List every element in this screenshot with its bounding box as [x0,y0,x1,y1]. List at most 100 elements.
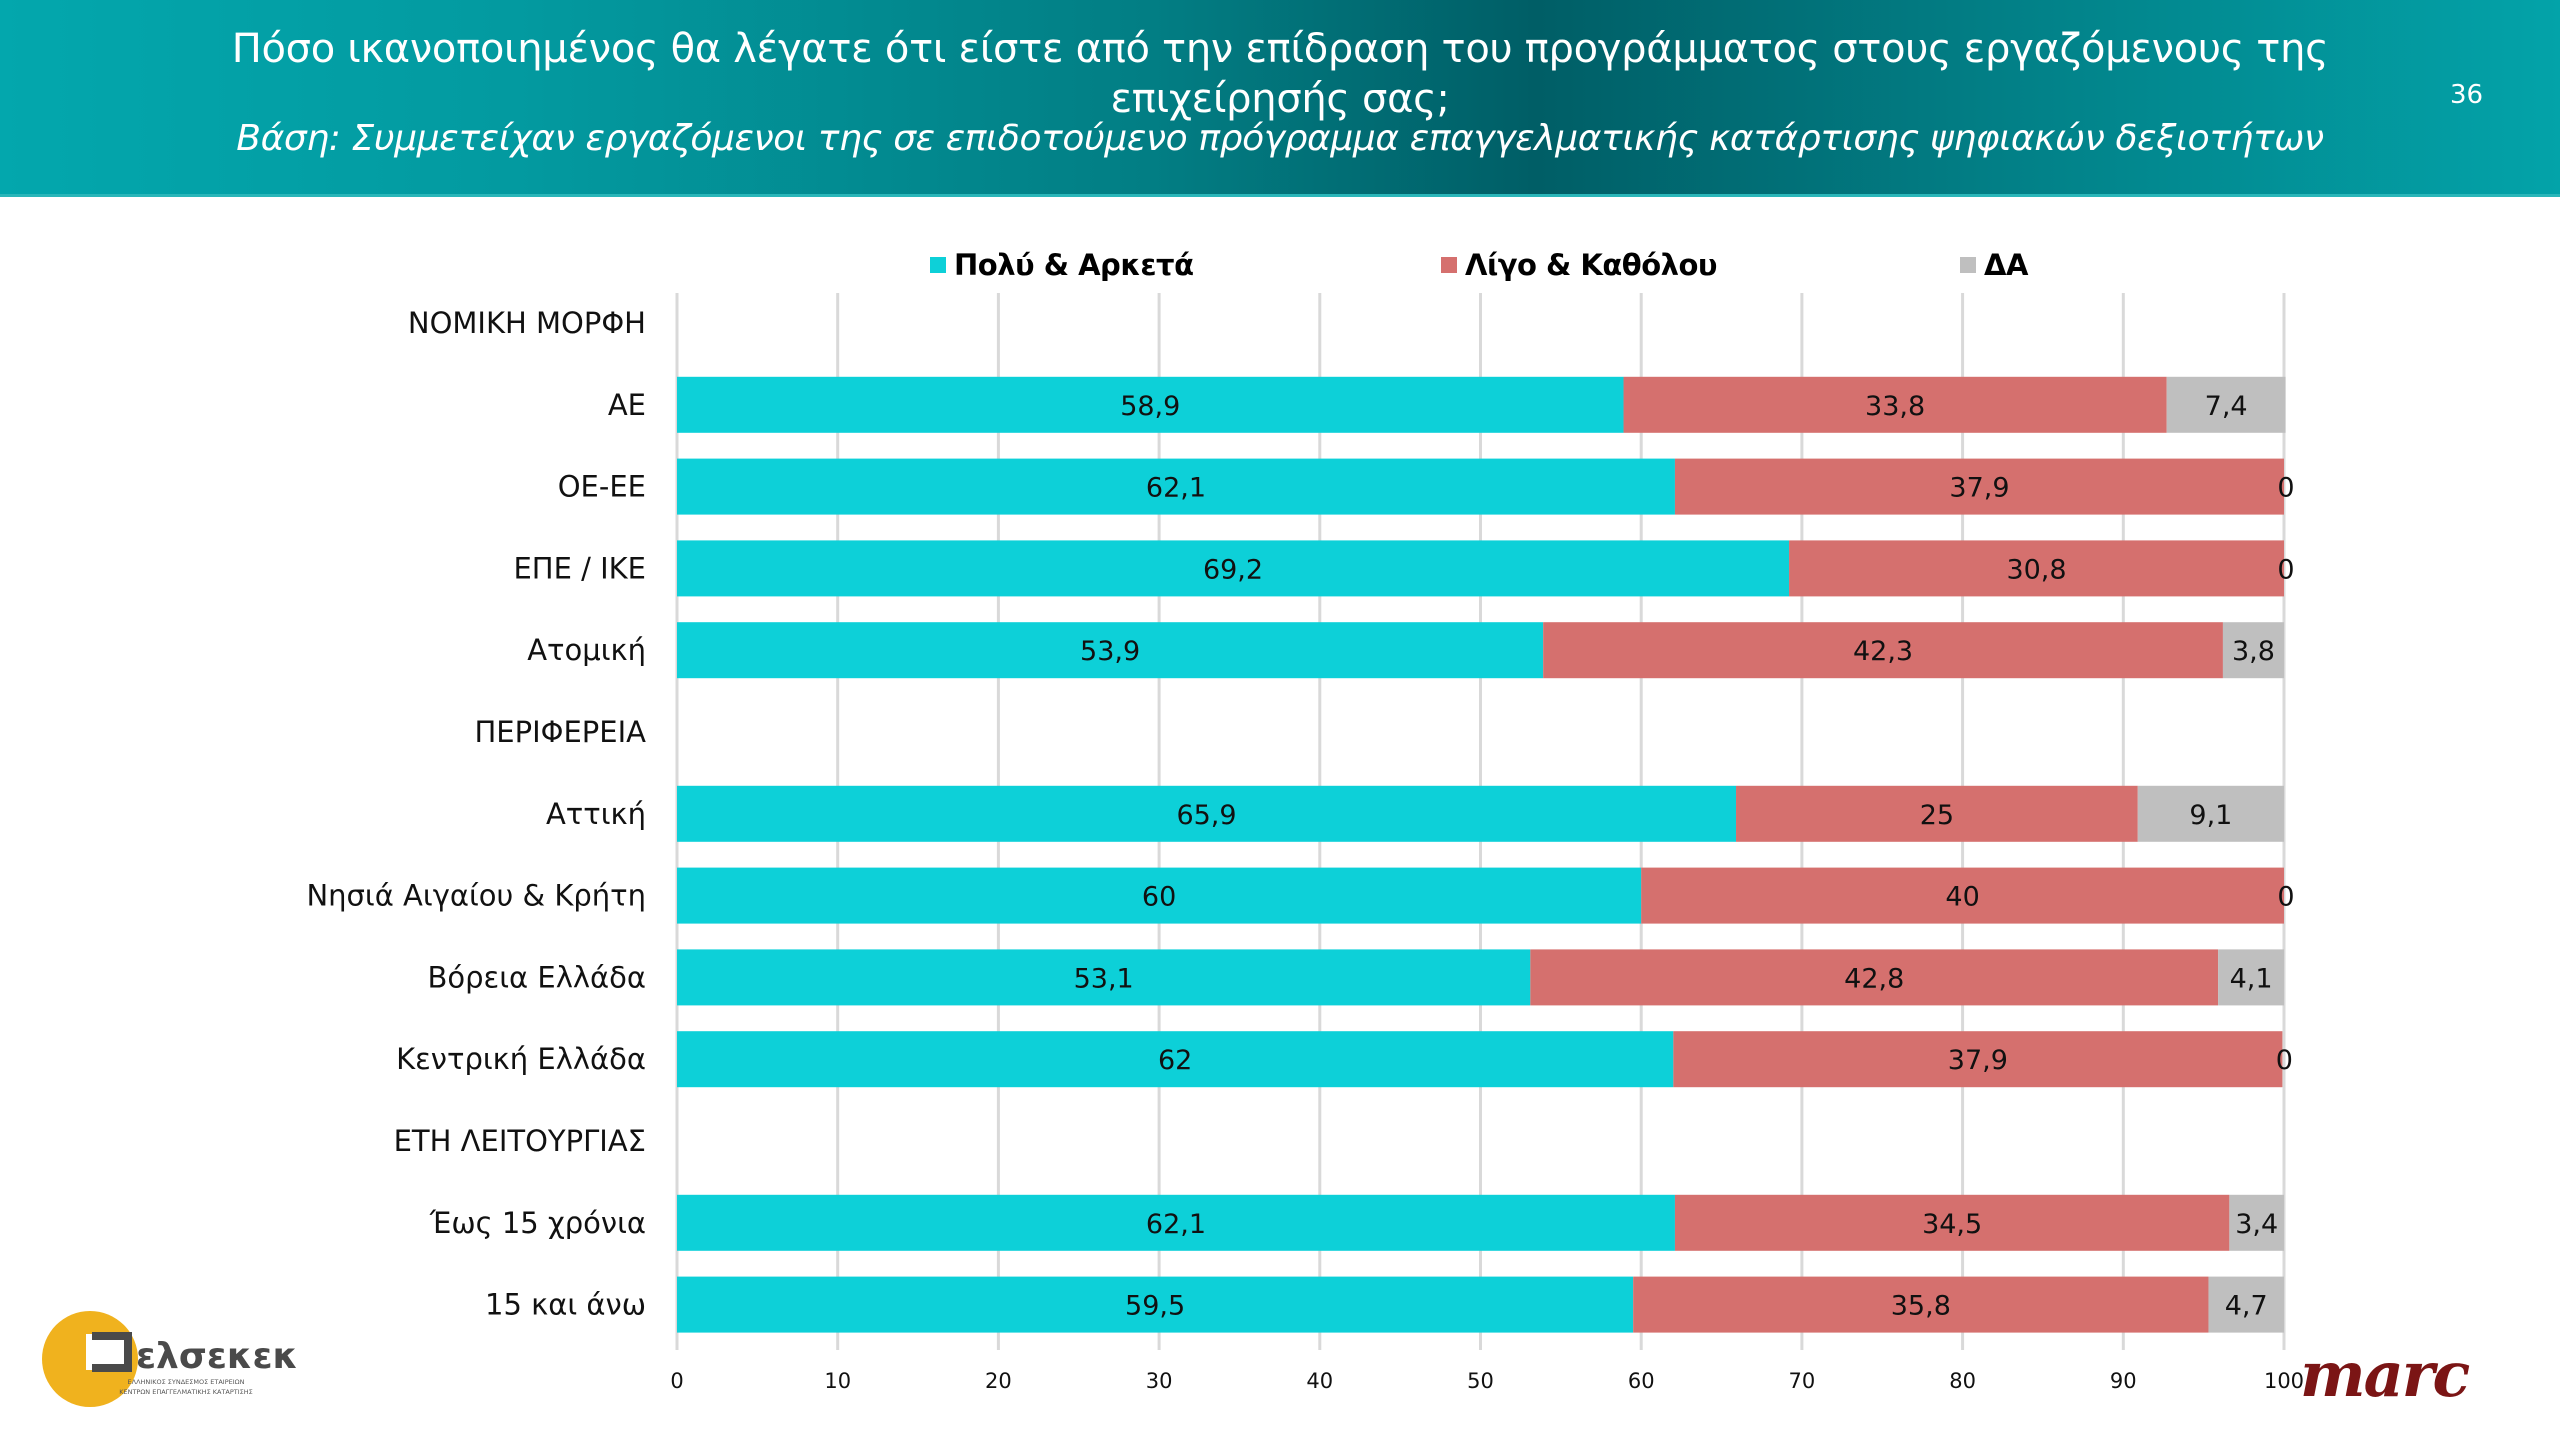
legend-label: Λίγο & Καθόλου [1465,248,1718,282]
data-label: 4,1 [2230,963,2273,994]
data-label: 62,1 [1146,473,1206,504]
category-label: ΕΤΗ ΛΕΙΤΟΥΡΓΙΑΣ [394,1124,646,1158]
bar-segment [1674,1194,2230,1251]
bar-segment [677,949,1531,1006]
bar-segment [1641,867,2284,924]
bar-segment [2222,622,2284,679]
bar-segment [677,867,1642,924]
data-label: 40 [1945,882,1979,913]
data-label: 30,8 [2006,554,2066,585]
legend-item-ligo-katholou: Λίγο & Καθόλου [1441,248,1718,282]
bar-segment [677,458,1675,515]
data-label: 25 [1920,800,1954,831]
data-label: 69,2 [1203,554,1263,585]
data-label: 0 [2277,473,2294,504]
bar-segment [677,1194,1675,1251]
category-label: ΠΕΡΙΦΕΡΕΙΑ [474,715,646,749]
bar-segment [677,1276,1634,1333]
bar-segment [1789,540,2284,597]
bar-segment [1623,376,2167,433]
data-label: 53,1 [1074,963,1134,994]
bar-segment [677,376,1624,433]
logo-bracket-icon [92,1332,132,1372]
page-number: 36 [2450,80,2484,110]
data-label: 0 [2276,1045,2293,1076]
legend-swatch-icon [930,257,946,273]
x-tick-label: 100 [2264,1369,2304,1393]
bar-segment [1543,622,2223,679]
category-label: 15 και άνω [485,1288,646,1322]
category-label: Έως 15 χρόνια [429,1206,646,1240]
x-tick-label: 70 [1789,1369,1816,1393]
bar-segment [1633,1276,2209,1333]
data-label: 53,9 [1080,636,1140,667]
x-tick-label: 30 [1146,1369,1173,1393]
category-labels: ΝΟΜΙΚΗ ΜΟΡΦΗ ΑΕ ΟΕ-ΕΕ ΕΠΕ / ΙΚΕ Ατομική ΠΕΡΙΦ… [306,306,646,1322]
category-label: ΑΕ [608,388,646,422]
data-label: 62 [1158,1045,1192,1076]
x-tick-label: 90 [2110,1369,2137,1393]
bar-segment [2229,1194,2284,1251]
legend-swatch-icon [1441,257,1457,273]
x-tick-label: 40 [1306,1369,1333,1393]
data-label: 62,1 [1146,1209,1206,1240]
data-label: 58,9 [1120,391,1180,422]
slide-title: Πόσο ικανοποιημένος θα λέγατε ότι είστε … [231,26,2329,122]
data-label: 3,8 [2232,636,2275,667]
x-axis-ticks: 0 10 20 30 40 50 60 70 80 90 100 [670,1369,2304,1393]
data-label: 9,1 [2189,800,2232,831]
x-tick-label: 60 [1628,1369,1655,1393]
logo-line-2: ΚΕΝΤΡΩΝ ΕΠΑΓΓΕΛΜΑΤΙΚΗΣ ΚΑΤΑΡΤΙΣΗΣ [119,1388,253,1396]
bar-segment [677,622,1544,679]
data-label: 34,5 [1922,1209,1982,1240]
legend-item-da: ΔΑ [1960,248,2028,282]
category-label: ΕΠΕ / ΙΚΕ [513,551,646,585]
category-label: Βόρεια Ελλάδα [428,960,647,994]
data-label: 0 [2277,554,2294,585]
bar-segment [1674,458,2284,515]
category-label: Αττική [546,797,646,831]
bar-segment [2166,376,2286,433]
slide-subtitle: Βάση: Συμμετείχαν εργαζόμενοι της σε επι… [236,118,2324,159]
bar-segment [2218,949,2284,1006]
bar-segment [2137,785,2284,842]
legend-item-poly-arketa: Πολύ & Αρκετά [930,248,1194,282]
x-tick-label: 80 [1949,1369,1976,1393]
x-tick-label: 0 [670,1369,683,1393]
bars: 58,9 33,8 7,4 62,1 37,9 0 69,2 30,8 0 53,9 42,3 3,8… [677,376,2295,1333]
chart-legend: Πολύ & Αρκετά Λίγο & Καθόλου ΔΑ [0,248,2560,288]
bar-segment [2208,1276,2284,1333]
data-label: 42,8 [1844,963,1904,994]
data-label: 65,9 [1176,800,1236,831]
data-label: 7,4 [2205,391,2248,422]
category-label: Νησιά Αιγαίου & Κρήτη [306,879,646,913]
data-label: 35,8 [1891,1291,1951,1322]
data-label: 3,4 [2235,1209,2278,1240]
legend-label: Πολύ & Αρκετά [954,248,1194,282]
bar-segment [1673,1031,2283,1088]
bar-segment [1530,949,2219,1006]
logo-name: ελσεκεκ [136,1336,298,1377]
category-label: Κεντρική Ελλάδα [396,1042,646,1076]
data-label: 4,7 [2225,1291,2268,1322]
x-tick-label: 20 [985,1369,1012,1393]
legend-swatch-icon [1960,257,1976,273]
category-label: ΝΟΜΙΚΗ ΜΟΡΦΗ [408,306,646,340]
slide-header: Πόσο ικανοποιημένος θα λέγατε ότι είστε … [0,0,2560,197]
bar-segment [1736,785,2138,842]
x-tick-label: 10 [824,1369,851,1393]
data-label: 37,9 [1948,1045,2008,1076]
data-label: 0 [2277,882,2294,913]
bar-segment [677,785,1737,842]
data-label: 60 [1142,882,1176,913]
bar-segment [677,540,1790,597]
category-label: ΟΕ-ΕΕ [558,470,646,504]
logo-line-1: ΕΛΛΗΝΙΚΟΣ ΣΥΝΔΕΣΜΟΣ ΕΤΑΙΡΕΙΩΝ [128,1378,245,1386]
legend-label: ΔΑ [1984,248,2028,282]
data-label: 33,8 [1865,391,1925,422]
x-tick-label: 50 [1467,1369,1494,1393]
bar-segment [677,1031,1674,1088]
data-label: 37,9 [1949,473,2009,504]
data-label: 42,3 [1853,636,1913,667]
